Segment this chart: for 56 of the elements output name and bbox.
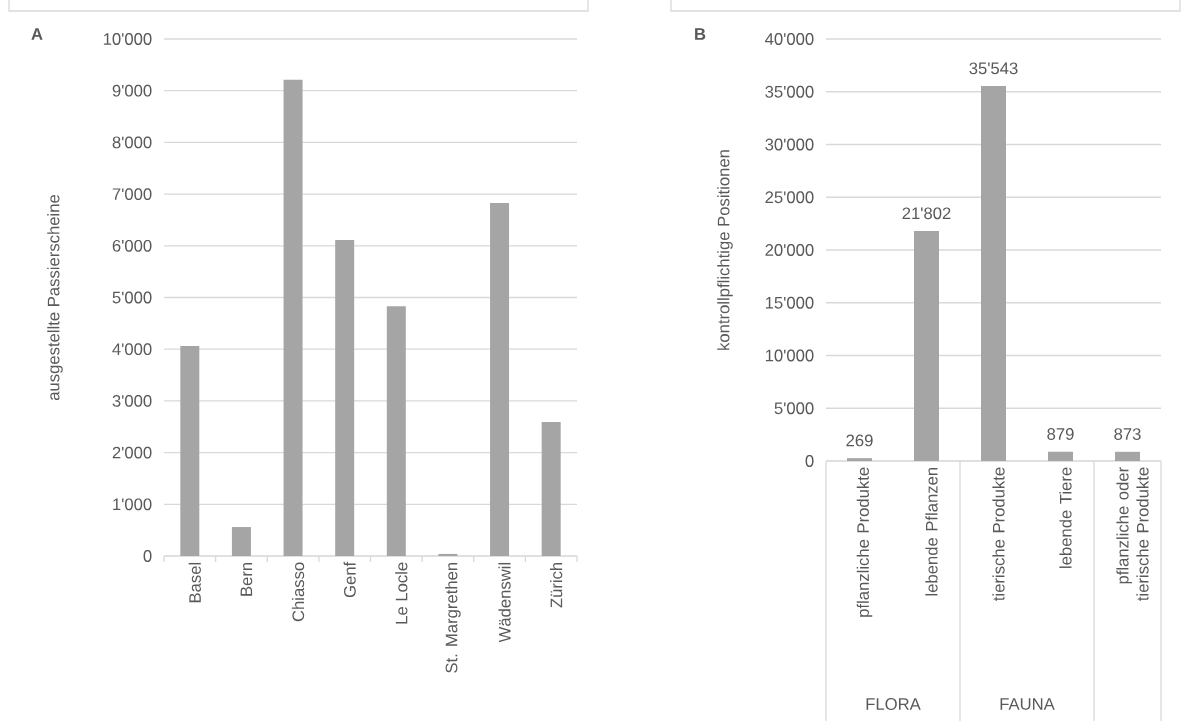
x-tick-label: pflanzliche Produkte <box>856 467 873 617</box>
y-tick-label: 5'000 <box>774 402 814 415</box>
bar <box>335 240 355 556</box>
y-tick-label: 25'000 <box>765 191 814 204</box>
bar <box>1048 451 1073 461</box>
bar <box>231 527 251 556</box>
x-tick-label: Le Locle <box>395 562 408 624</box>
bar <box>386 306 406 556</box>
y-axis-title: ausgestellte Passierscheine <box>47 194 63 401</box>
y-tick-label: 5'000 <box>112 291 152 304</box>
data-label: 35'543 <box>969 62 1018 75</box>
y-tick-label: 0 <box>143 550 152 562</box>
y-tick-label: 1'000 <box>113 498 152 511</box>
bar <box>914 230 939 461</box>
x-tick-label: Basel <box>188 562 201 603</box>
bar <box>180 346 200 556</box>
bar <box>283 79 303 556</box>
x-tick-label: lebende Pflanzen <box>925 467 938 596</box>
chart-title: A <box>31 28 43 40</box>
bar <box>847 458 872 461</box>
y-tick-label: 4'000 <box>112 343 152 356</box>
x-tick-label: St. Margrethen <box>445 562 461 673</box>
y-tick-label: 15'000 <box>765 296 814 309</box>
y-tick-label: 8'000 <box>112 136 152 149</box>
bar <box>1115 451 1140 461</box>
data-label: 873 <box>1114 428 1141 440</box>
y-tick-label: 40'000 <box>765 33 814 45</box>
x-tick-label: Chiasso <box>291 562 305 622</box>
bar <box>541 422 561 556</box>
y-tick-label: 6'000 <box>112 239 152 252</box>
x-tick-label: tierische Produkte <box>992 467 1005 601</box>
text: FLORA <box>866 698 921 710</box>
x-tick-label: Bern <box>240 562 253 596</box>
y-axis-title: kontrollpflichtige Positionen <box>717 150 733 350</box>
y-tick-label: 30'000 <box>765 138 814 151</box>
y-tick-label: 2'000 <box>112 446 152 459</box>
data-label: 269 <box>846 434 873 447</box>
y-tick-label: 10'000 <box>103 33 152 45</box>
bar <box>438 553 458 556</box>
x-tick-label: Zürich <box>550 562 563 608</box>
y-tick-label: 0 <box>805 455 814 467</box>
y-tick-label: 35'000 <box>765 85 814 98</box>
text: FAUNA <box>1000 698 1055 710</box>
data-label: 879 <box>1047 428 1074 440</box>
data-label: 21'802 <box>902 207 951 220</box>
bar <box>981 86 1006 461</box>
y-tick-label: 20'000 <box>765 244 814 256</box>
bar <box>490 202 510 556</box>
x-tick-label: Genf <box>343 561 356 598</box>
x-tick-label: Wädenswil <box>498 562 511 643</box>
chart-title: B <box>695 28 706 40</box>
y-tick-label: 9'000 <box>112 84 152 97</box>
x-tick-label: lebende Tiere <box>1059 467 1072 568</box>
y-tick-label: 7'000 <box>112 188 152 200</box>
y-tick-label: 3'000 <box>112 395 152 407</box>
y-tick-label: 10'000 <box>765 349 814 362</box>
